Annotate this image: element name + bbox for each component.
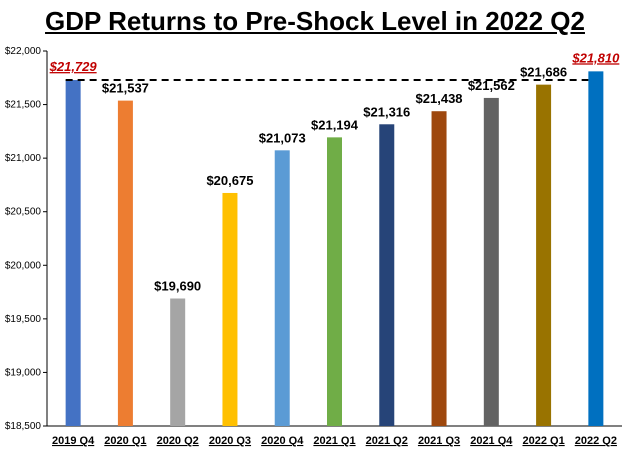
x-tick-label: 2021 Q3 bbox=[418, 435, 460, 447]
data-label: $20,675 bbox=[206, 173, 253, 188]
data-label: $21,729 bbox=[49, 59, 98, 74]
x-tick-label: 2020 Q3 bbox=[209, 435, 251, 447]
y-tick-label: $19,000 bbox=[5, 367, 42, 378]
data-label: $21,562 bbox=[468, 78, 515, 93]
bar bbox=[588, 71, 604, 426]
bar bbox=[65, 80, 81, 427]
data-label: $21,686 bbox=[520, 65, 567, 80]
x-tick-label: 2021 Q2 bbox=[366, 435, 408, 447]
y-tick-label: $20,500 bbox=[5, 207, 42, 218]
y-tick-label: $22,000 bbox=[5, 46, 42, 57]
data-label: $21,194 bbox=[311, 117, 359, 132]
y-tick-label: $19,500 bbox=[5, 314, 42, 325]
data-label: $21,073 bbox=[259, 130, 306, 145]
y-tick-label: $20,000 bbox=[5, 260, 42, 271]
chart-title: GDP Returns to Pre-Shock Level in 2022 Q… bbox=[45, 6, 585, 36]
x-tick-label: 2019 Q4 bbox=[52, 435, 95, 447]
y-tick-label: $21,500 bbox=[5, 100, 42, 111]
x-tick-label: 2021 Q1 bbox=[313, 435, 355, 447]
data-label: $19,690 bbox=[154, 279, 201, 294]
bar bbox=[536, 84, 552, 427]
data-label: $21,316 bbox=[363, 104, 410, 119]
x-tick-label: 2020 Q4 bbox=[261, 435, 304, 447]
bar bbox=[483, 97, 499, 426]
y-tick-label: $18,500 bbox=[5, 421, 42, 432]
data-label: $21,537 bbox=[102, 81, 149, 96]
bar bbox=[379, 124, 395, 427]
data-label: $21,810 bbox=[571, 50, 620, 65]
x-tick-label: 2022 Q2 bbox=[575, 435, 617, 447]
data-label: $21,438 bbox=[416, 91, 463, 106]
y-tick-label: $21,000 bbox=[5, 153, 42, 164]
bar bbox=[431, 111, 447, 426]
x-tick-label: 2020 Q1 bbox=[104, 435, 146, 447]
x-tick-label: 2021 Q4 bbox=[470, 435, 513, 447]
bar bbox=[327, 137, 342, 426]
bar bbox=[222, 192, 238, 426]
x-tick-label: 2022 Q1 bbox=[522, 435, 564, 447]
bar bbox=[117, 100, 133, 426]
bar bbox=[274, 150, 290, 427]
bar bbox=[170, 298, 186, 426]
x-tick-label: 2020 Q2 bbox=[157, 435, 199, 447]
